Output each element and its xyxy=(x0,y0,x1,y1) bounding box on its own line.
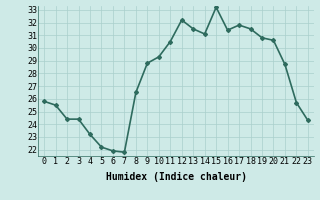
X-axis label: Humidex (Indice chaleur): Humidex (Indice chaleur) xyxy=(106,172,246,182)
